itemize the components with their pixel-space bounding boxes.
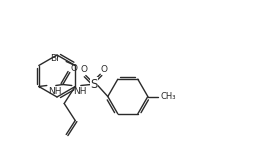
Text: O: O [100, 65, 107, 74]
Text: CH₃: CH₃ [161, 92, 176, 101]
Text: Br: Br [50, 54, 60, 63]
Text: S: S [90, 78, 98, 91]
Text: O: O [70, 64, 77, 73]
Text: NH: NH [73, 87, 86, 96]
Text: O: O [80, 65, 87, 74]
Text: NH: NH [48, 87, 61, 96]
